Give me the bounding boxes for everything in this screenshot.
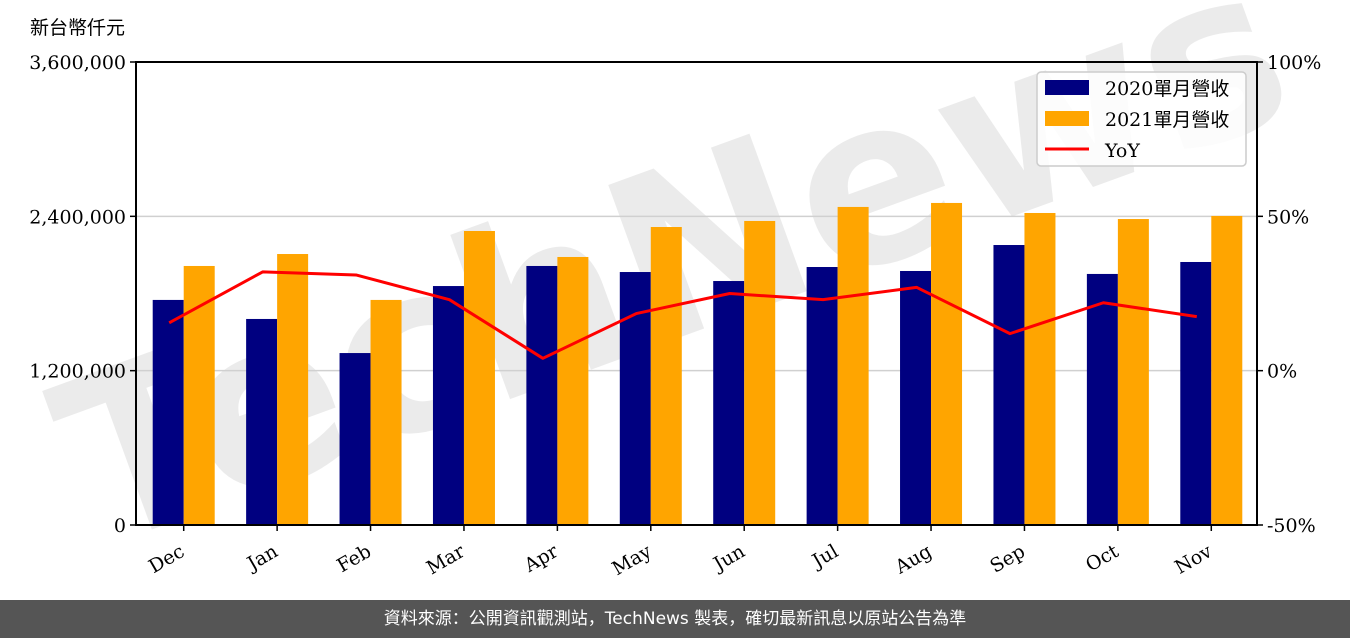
x-tick-label: Aug <box>891 540 936 579</box>
bar-2021 <box>370 299 402 525</box>
x-tick-label: Apr <box>520 540 563 577</box>
y-tick-label: 0 <box>114 515 126 537</box>
bar-2021 <box>744 220 776 526</box>
bar-2021 <box>1117 219 1149 525</box>
bar-2020 <box>432 286 464 525</box>
source-footer: 資料來源：公開資訊觀測站，TechNews 製表，確切最新訊息以原站公告為準 <box>0 600 1350 638</box>
y-tick-label: 1,200,000 <box>29 361 126 383</box>
bar-2021 <box>837 206 869 526</box>
bar-2020 <box>1180 261 1212 525</box>
x-tick-label: Jun <box>708 540 749 576</box>
legend-label-yoy: YoY <box>1104 140 1140 162</box>
bar-2021 <box>557 256 589 525</box>
x-tick-label: Jul <box>807 540 842 573</box>
yoy-line <box>168 270 1198 360</box>
bar-2020 <box>713 281 745 525</box>
y-tick-label: 2,400,000 <box>29 206 126 228</box>
legend-label-2021: 2021單月營收 <box>1105 109 1229 131</box>
x-tick-label: Sep <box>986 540 1029 577</box>
plot-frame <box>135 61 1258 526</box>
x-tick-label: Nov <box>1171 540 1216 579</box>
legend-label-2020: 2020單月營收 <box>1105 78 1229 100</box>
x-tick-label: Mar <box>423 540 469 579</box>
bar-2021 <box>277 254 309 525</box>
y2-tick-label: 100% <box>1267 52 1321 74</box>
bar-2021 <box>1024 212 1056 525</box>
bar-2020 <box>339 353 371 525</box>
bar-2020 <box>246 318 278 525</box>
x-tick-label: May <box>608 540 655 580</box>
bar-2020 <box>1086 273 1118 525</box>
bar-2021 <box>463 230 495 525</box>
y2-tick-label: -50% <box>1267 515 1316 537</box>
bar-2020 <box>152 299 184 525</box>
y-axis-label: 新台幣仟元 <box>30 17 125 39</box>
chart: TechNews01,200,0002,400,0003,600,000-50%… <box>26 0 1321 600</box>
y2-tick-label: 0% <box>1267 361 1297 383</box>
y2-tick-label: 50% <box>1267 206 1309 228</box>
legend-swatch-2020 <box>1045 80 1089 95</box>
legend-swatch-2021 <box>1045 111 1089 126</box>
x-tick-label: Feb <box>333 540 375 577</box>
bar-2020 <box>526 265 558 525</box>
bar-2021 <box>183 265 215 525</box>
bar-2021 <box>1211 215 1243 525</box>
bar-2020 <box>806 267 838 525</box>
y-tick-label: 3,600,000 <box>29 52 126 74</box>
bar-2020 <box>900 270 932 525</box>
bar-2021 <box>931 202 963 526</box>
bar-2021 <box>650 227 682 525</box>
bar-2020 <box>993 245 1025 525</box>
legend <box>1036 71 1247 167</box>
x-tick-label: Oct <box>1082 540 1123 576</box>
